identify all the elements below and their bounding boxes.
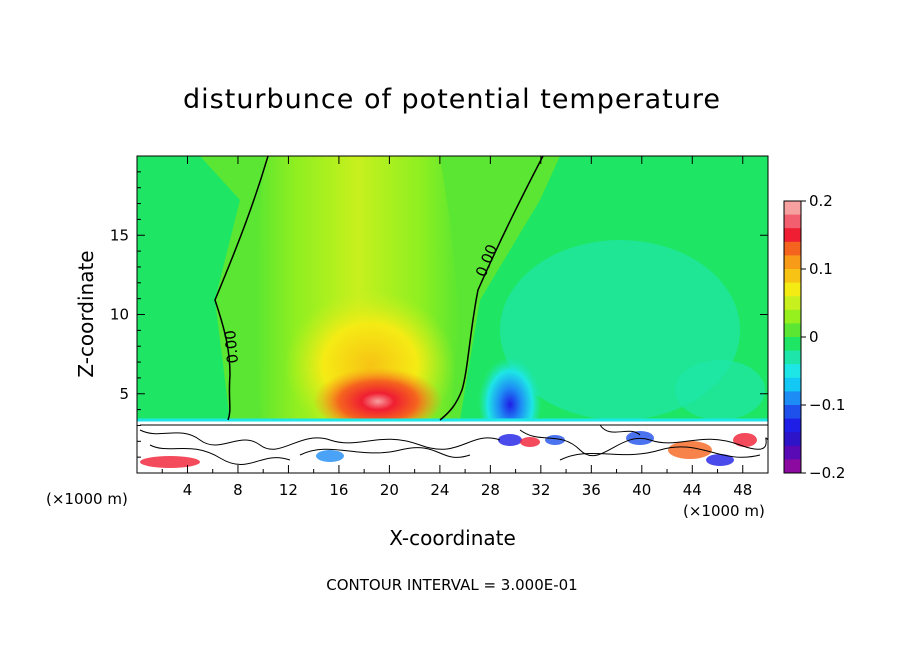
colorbar-cell bbox=[784, 445, 801, 460]
y-tick-label: 15 bbox=[110, 226, 129, 244]
colorbar-cell bbox=[784, 214, 801, 229]
x-tick-label: 32 bbox=[531, 481, 550, 499]
colorbar-cell bbox=[784, 309, 801, 324]
colorbar-tick-label: −0.2 bbox=[809, 464, 845, 482]
y-tick-label: 10 bbox=[110, 306, 129, 324]
colorbar-cell bbox=[784, 391, 801, 406]
colorbar-tick-label: −0.1 bbox=[809, 396, 845, 414]
colorbar-cell bbox=[784, 241, 801, 256]
colorbar-cell bbox=[784, 418, 801, 433]
x-axis-label: X-coordinate bbox=[389, 526, 516, 550]
colorbar-tick-label: 0 bbox=[809, 328, 819, 346]
colorbar: 0.2 0.1 0 −0.1 −0.2 bbox=[783, 192, 845, 482]
colorbar-cell bbox=[784, 296, 801, 311]
x-tick-label: 44 bbox=[683, 481, 702, 499]
x-tick-label: 36 bbox=[582, 481, 601, 499]
x-tick-label: 8 bbox=[233, 481, 243, 499]
y-axis-label: Z-coordinate bbox=[74, 250, 98, 378]
x-axis: 4 8 12 16 20 24 28 32 36 40 44 48 bbox=[161, 156, 769, 499]
x-tick-label: 12 bbox=[279, 481, 298, 499]
x-tick-label: 24 bbox=[430, 481, 449, 499]
y-axis: 5 10 15 bbox=[110, 171, 768, 458]
x-tick-label: 20 bbox=[380, 481, 399, 499]
x-tick-label: 28 bbox=[481, 481, 500, 499]
chart-title: disturbunce of potential temperature bbox=[183, 84, 721, 115]
colorbar-cell bbox=[784, 377, 801, 392]
temperature-field bbox=[137, 156, 768, 473]
colorbar-cell bbox=[784, 405, 801, 420]
colorbar-cell bbox=[784, 350, 801, 365]
contour-label: 0.00 bbox=[221, 329, 242, 364]
zero-contour bbox=[214, 156, 544, 421]
x-tick-label: 4 bbox=[183, 481, 193, 499]
colorbar-cell bbox=[784, 323, 801, 338]
colorbar-cell bbox=[784, 432, 801, 447]
colorbar-tick-label: 0.2 bbox=[809, 192, 833, 210]
colorbar-cell bbox=[784, 201, 801, 216]
colorbar-cell bbox=[784, 228, 801, 243]
colorbar-cell bbox=[784, 282, 801, 297]
colorbar-cell bbox=[784, 337, 801, 352]
colorbar-tick-label: 0.1 bbox=[809, 260, 833, 278]
colorbar-cell bbox=[784, 255, 801, 270]
x-tick-label: 16 bbox=[329, 481, 348, 499]
y-unit-label: (×1000 m) bbox=[46, 490, 128, 508]
y-tick-label: 5 bbox=[119, 385, 129, 403]
x-unit-label: (×1000 m) bbox=[683, 502, 765, 520]
colorbar-cell bbox=[784, 269, 801, 284]
x-tick-label: 40 bbox=[632, 481, 651, 499]
colorbar-cell bbox=[784, 459, 801, 474]
x-tick-label: 48 bbox=[733, 481, 752, 499]
colorbar-cell bbox=[784, 364, 801, 379]
contour-interval: CONTOUR INTERVAL = 3.000E-01 bbox=[326, 576, 578, 594]
